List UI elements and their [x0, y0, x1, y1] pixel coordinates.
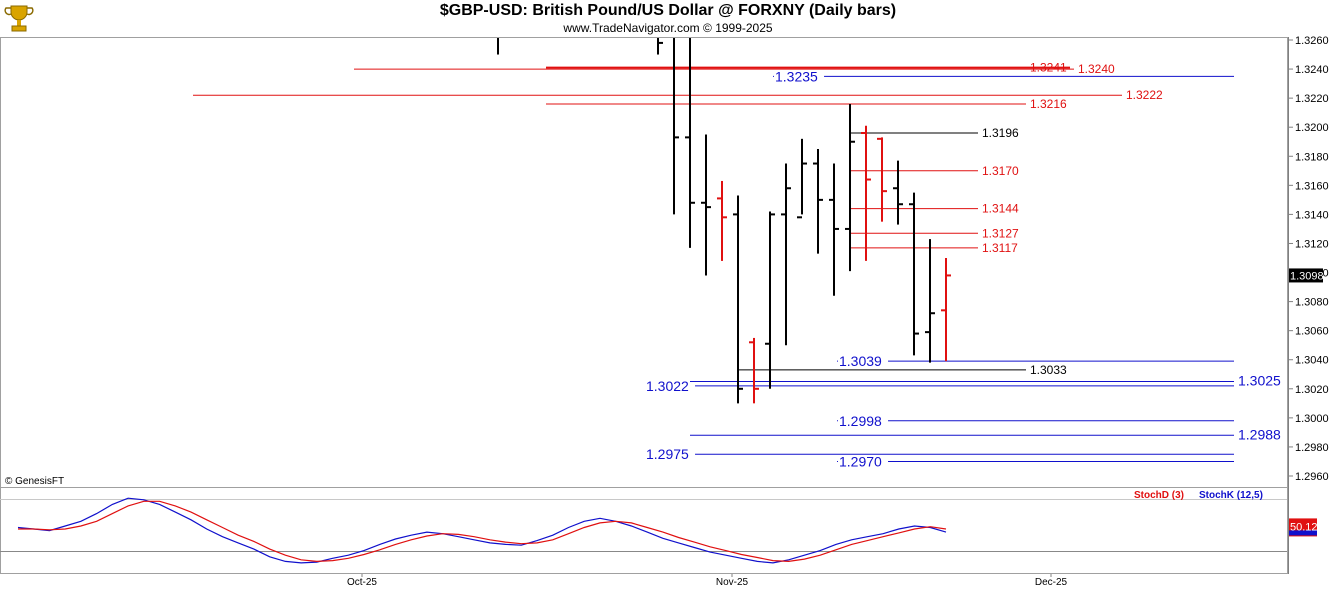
y-tick-label: 1.3000 — [1295, 413, 1329, 425]
x-tick-label: Nov-25 — [716, 577, 749, 588]
level-label: 1.3196 — [982, 126, 1019, 140]
level-label: 1.2975 — [646, 446, 689, 462]
y-tick-label: 1.3020 — [1295, 384, 1329, 396]
stochastic-panel — [0, 487, 1288, 574]
chart-subtitle: www.TradeNavigator.com © 1999-2025 — [563, 21, 773, 35]
stoch-value-box-k — [1289, 530, 1317, 536]
y-tick-label: 1.3080 — [1295, 297, 1329, 309]
y-tick-label: 1.3060 — [1295, 326, 1329, 338]
level-label: 1.3241 — [1030, 61, 1067, 75]
y-tick-label: 1.3140 — [1295, 209, 1329, 221]
y-tick-label: 1.2960 — [1295, 471, 1329, 483]
y-tick-label: 1.3120 — [1295, 238, 1329, 250]
level-label: 1.3170 — [982, 164, 1019, 178]
y-tick-label: 1.3180 — [1295, 151, 1329, 163]
level-label: 1.3240 — [1078, 62, 1115, 76]
last-price-label: 1.3098 — [1290, 270, 1324, 282]
y-tick-label: 1.2980 — [1295, 442, 1329, 454]
legend-stoch-k: StochK (12,5) — [1199, 490, 1263, 501]
level-label: 1.3235 — [775, 68, 818, 84]
stoch-line — [18, 500, 947, 563]
stoch-line — [17, 497, 947, 564]
y-tick-label: 1.3160 — [1295, 180, 1329, 192]
level-label: 1.2988 — [1238, 426, 1281, 442]
level-label: 1.2998 — [839, 413, 882, 429]
x-tick-label: Dec-25 — [1035, 577, 1068, 588]
stoch-value-label: 50.12 — [1290, 521, 1318, 533]
level-label: 1.3216 — [1030, 97, 1067, 111]
y-tick-label: 1.3240 — [1295, 64, 1329, 76]
y-tick-label: 1.3040 — [1295, 355, 1329, 367]
level-label: 1.3144 — [982, 202, 1019, 216]
level-label: 1.3127 — [982, 226, 1019, 240]
level-label: 1.3039 — [839, 353, 882, 369]
legend-stoch-d: StochD (3) — [1134, 490, 1184, 501]
y-tick-label: 1.3260 — [1295, 35, 1329, 47]
y-tick-label: 1.3220 — [1295, 93, 1329, 105]
copyright-label: © GenesisFT — [5, 476, 64, 487]
chart-title: $GBP-USD: British Pound/US Dollar @ FORX… — [439, 2, 897, 19]
level-label: 1.3033 — [1030, 363, 1067, 377]
level-label: 1.3117 — [982, 241, 1018, 255]
level-label: 1.3222 — [1126, 88, 1163, 102]
last-price-box — [1289, 268, 1323, 283]
price-panel — [0, 37, 1288, 488]
level-label: 1.2970 — [839, 453, 882, 469]
y-tick-label: 1.3200 — [1295, 122, 1329, 134]
level-label: 1.3022 — [646, 378, 689, 394]
level-label: 1.3025 — [1238, 373, 1281, 389]
x-tick-label: Oct-25 — [347, 577, 377, 588]
trophy-logo-icon — [3, 3, 35, 35]
